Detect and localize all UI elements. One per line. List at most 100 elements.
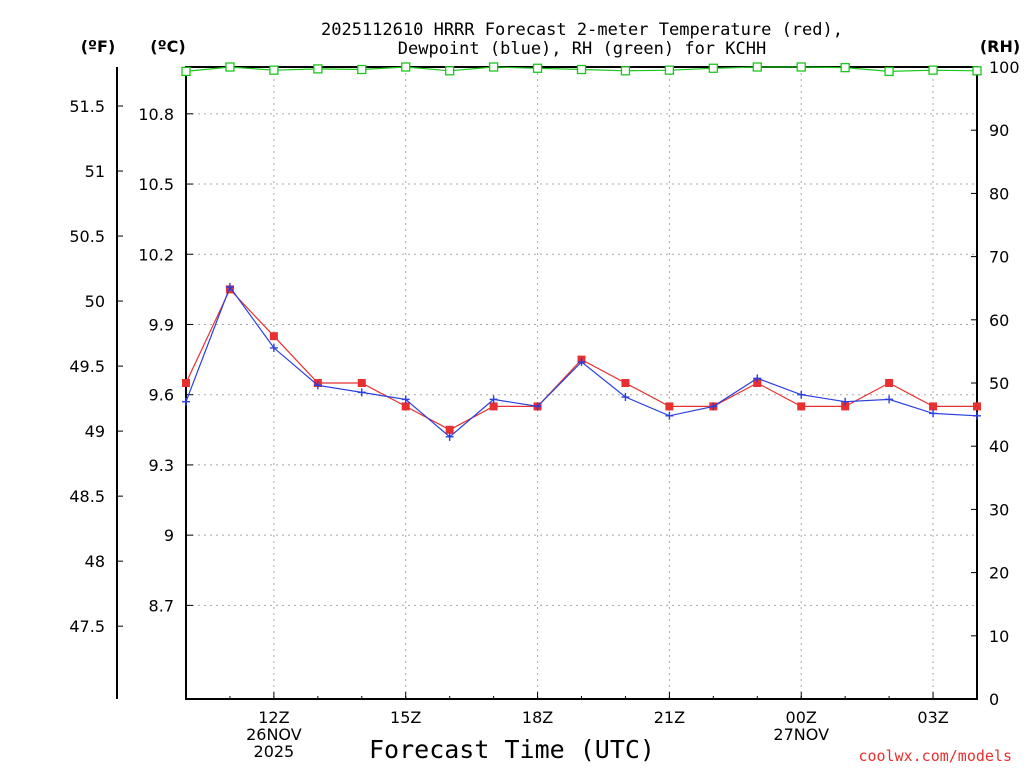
rh-point — [269, 65, 279, 75]
temperature-point — [182, 379, 190, 387]
grid-lines — [186, 67, 977, 699]
rh-tick-label: 10 — [989, 627, 1009, 646]
temperature-point — [357, 379, 366, 387]
x-tick-label: 12Z — [258, 708, 289, 727]
dewpoint-point — [182, 397, 190, 406]
x-tick-label: 15Z — [390, 708, 421, 727]
rh-point — [576, 64, 587, 75]
temperature-point — [445, 425, 454, 434]
rh-point — [664, 65, 675, 75]
credit-text: coolwx.com/models — [858, 747, 1012, 765]
dewpoint-point — [401, 395, 410, 404]
rh-tick-label: 30 — [989, 500, 1009, 519]
chart-title-line-2: Dewpoint (blue), RH (green) for KCHH — [398, 39, 766, 59]
temperature-point — [401, 402, 410, 411]
rh-tick-label: 80 — [989, 184, 1009, 203]
fahrenheit-tick-label: 47.5 — [69, 617, 105, 636]
celsius-tick-label: 10.2 — [138, 245, 174, 264]
rh-point — [445, 66, 455, 76]
temperature-point — [621, 379, 630, 387]
dewpoint-point — [445, 432, 454, 441]
celsius-tick-label: 10.8 — [138, 105, 174, 124]
celsius-tick-label: 8.7 — [149, 596, 174, 615]
dewpoint-point — [885, 395, 894, 404]
x-tick-label: 00Z — [786, 708, 817, 727]
fahrenheit-tick-label: 49.5 — [69, 357, 105, 376]
rh-tick-label: 50 — [989, 374, 1009, 393]
fahrenheit-tick-label: 50.5 — [69, 227, 105, 246]
fahrenheit-tick-label: 49 — [85, 422, 105, 441]
dewpoint-point — [929, 409, 938, 418]
x-tick-label: 2025 — [254, 742, 295, 761]
x-tick-label: 21Z — [654, 708, 685, 727]
rh-point — [313, 64, 323, 74]
rh-point — [225, 62, 235, 72]
x-tick-label: 27NOV — [773, 725, 829, 744]
celsius-tick-label: 9 — [164, 526, 174, 545]
dewpoint-point — [225, 283, 234, 292]
rh-tick-label: 40 — [989, 437, 1009, 456]
rh-tick-label: 60 — [989, 311, 1009, 330]
fahrenheit-tick-label: 48.5 — [69, 487, 105, 506]
rh-point — [796, 62, 806, 72]
x-tick-label: 03Z — [917, 708, 948, 727]
rh-point — [884, 66, 894, 77]
plot-frame — [185, 66, 978, 700]
dewpoint-point — [841, 397, 850, 406]
fahrenheit-unit-label: (ºF) — [81, 37, 116, 56]
dewpoint-point — [797, 390, 806, 399]
rh-point — [488, 62, 499, 72]
rh-point — [752, 62, 762, 72]
temperature-point — [269, 332, 278, 341]
rh-point — [928, 65, 938, 75]
dewpoint-point — [621, 393, 630, 402]
rh-unit-label: (RH) — [980, 37, 1020, 56]
dewpoint-point — [709, 402, 718, 411]
celsius-tick-label: 10.5 — [138, 175, 174, 194]
x-axis-label: Forecast Time (UTC) — [369, 735, 655, 764]
rh-tick-label: 90 — [989, 121, 1009, 140]
rh-tick-label: 70 — [989, 248, 1009, 267]
celsius-tick-label: 9.9 — [149, 315, 174, 334]
celsius-unit-label: (ºC) — [150, 37, 185, 56]
x-tick-label: 18Z — [522, 708, 553, 727]
rh-point — [532, 63, 543, 73]
celsius-tick-label: 9.6 — [149, 386, 174, 405]
rh-point — [181, 66, 191, 77]
dewpoint-point — [489, 395, 498, 404]
dewpoint-point — [973, 411, 981, 420]
dewpoint-point — [357, 388, 366, 397]
dewpoint-point — [269, 343, 278, 352]
x-tick-label: 26NOV — [246, 725, 302, 744]
temperature-point — [797, 402, 806, 411]
rh-tick-label: 0 — [989, 690, 999, 709]
temperature-point — [929, 402, 938, 411]
dewpoint-point — [753, 374, 762, 383]
rh-point — [401, 62, 411, 72]
dewpoint-point — [665, 411, 674, 420]
rh-point — [840, 62, 850, 73]
rh-point — [972, 66, 982, 76]
temperature-point — [489, 402, 498, 411]
temperature-point — [973, 402, 981, 411]
rh-point — [357, 64, 367, 75]
temperature-point — [841, 402, 850, 411]
fahrenheit-tick-label: 51 — [85, 162, 105, 181]
series-layer — [181, 62, 982, 441]
dewpoint-point — [577, 357, 586, 366]
rh-point — [708, 63, 718, 73]
rh-tick-label: 100 — [989, 58, 1020, 77]
temperature-point — [753, 379, 762, 387]
temperature-point — [885, 379, 894, 387]
celsius-tick-label: 9.3 — [149, 456, 174, 475]
dewpoint-point — [533, 402, 542, 411]
fahrenheit-tick-label: 51.5 — [69, 97, 105, 116]
temperature-point — [665, 402, 674, 411]
fahrenheit-tick-label: 48 — [85, 552, 105, 571]
rh-tick-label: 20 — [989, 564, 1009, 583]
rh-point — [620, 66, 631, 76]
fahrenheit-tick-label: 50 — [85, 292, 105, 311]
chart-title-line-1: 2025112610 HRRR Forecast 2-meter Tempera… — [321, 20, 843, 40]
